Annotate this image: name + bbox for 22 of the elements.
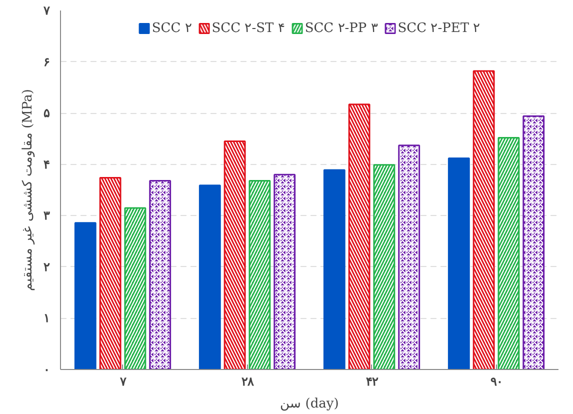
legend-label: SCC ۲ <box>152 20 192 36</box>
legend-label: SCC ۲-ST ۴ <box>212 20 285 36</box>
bar <box>323 169 346 370</box>
x-tick-label: ۴۲ <box>366 374 379 388</box>
x-axis-title: سن (day) <box>280 396 339 412</box>
y-tick-label: ۶ <box>44 54 50 69</box>
y-tick-label: ۳ <box>44 208 50 223</box>
y-axis-title: مقاومت کششی غیر مستقیم (MPa) <box>20 89 36 291</box>
x-tick-label: ۲۸ <box>241 374 254 388</box>
legend-label: SCC ۲-PET ۲ <box>398 20 480 36</box>
bar <box>74 222 96 370</box>
bar <box>198 184 221 370</box>
y-tick-label: ۰ <box>44 362 50 376</box>
legend-label: SCC ۲-PP ۳ <box>304 20 378 36</box>
y-tick-label: ۷ <box>42 4 50 18</box>
y-tick-label: ۱ <box>44 311 50 326</box>
y-tick-label: ۴ <box>44 157 50 172</box>
y-tick-label: ۵ <box>44 106 50 120</box>
x-tick-label: ۹۰ <box>490 374 502 388</box>
y-tick-label: ۲ <box>44 260 50 274</box>
x-tick-label: ۷ <box>118 374 127 388</box>
bar <box>448 157 470 370</box>
